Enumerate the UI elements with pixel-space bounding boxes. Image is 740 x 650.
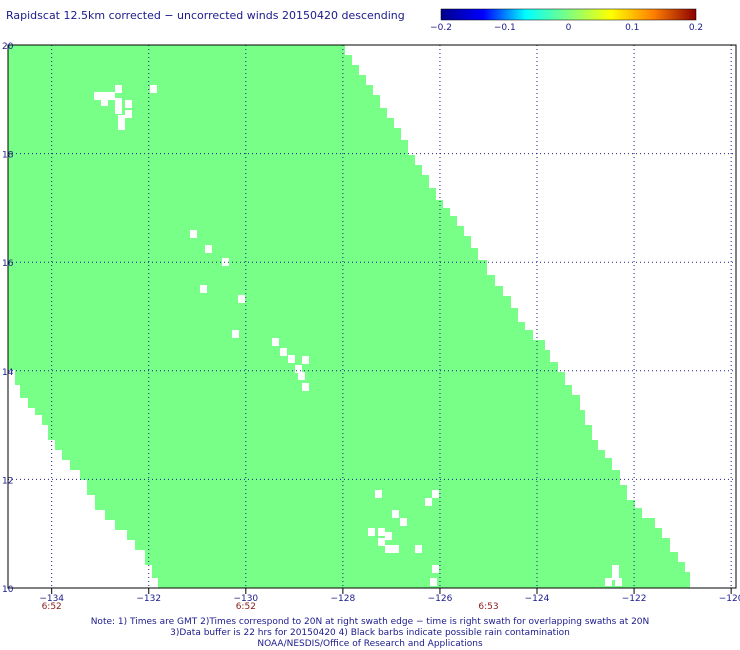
missing-cell [385, 545, 392, 553]
missing-cell [302, 383, 309, 391]
missing-cell [612, 572, 619, 580]
latitude-tick-label: 12 [2, 476, 13, 486]
time-label: 6:52 [236, 602, 256, 612]
longitude-tick-label: −128 [331, 594, 356, 604]
missing-cell [425, 498, 432, 506]
longitude-tick-label: −134 [39, 594, 64, 604]
swath-area [8, 45, 690, 588]
missing-cell [118, 122, 125, 130]
map-title: Rapidscat 12.5km corrected − uncorrected… [6, 9, 405, 22]
missing-cell [101, 92, 108, 100]
longitude-tick-label: −124 [525, 594, 550, 604]
colorbar [440, 8, 697, 21]
colorbar-tick-label: 0.1 [625, 23, 639, 33]
missing-cell [295, 365, 302, 373]
missing-cell [605, 578, 612, 586]
missing-cell [222, 258, 229, 266]
missing-cell [118, 115, 125, 123]
missing-cell [280, 348, 287, 356]
missing-cell [302, 356, 309, 364]
missing-cell [115, 106, 122, 114]
missing-cell [94, 92, 101, 100]
latitude-tick-label: 16 [2, 259, 14, 269]
latitude-tick-label: 10 [2, 585, 14, 595]
colorbar-tick-label: 0.2 [689, 23, 703, 33]
colorbar-tick-label: 0 [566, 23, 572, 33]
latitude-tick-label: 18 [2, 151, 14, 161]
longitude-tick-label: −120 [719, 594, 740, 604]
note-line-3: NOAA/NESDIS/Office of Research and Appli… [257, 639, 483, 649]
missing-cell [288, 355, 295, 363]
missing-cell [432, 490, 439, 498]
missing-cell [205, 245, 212, 253]
longitude-tick-label: −132 [136, 594, 161, 604]
latitude-tick-label: 14 [2, 368, 14, 378]
longitude-tick-label: −122 [622, 594, 647, 604]
longitude-tick-label: −130 [233, 594, 258, 604]
missing-cell [378, 528, 385, 536]
missing-cell [392, 510, 399, 518]
missing-cell [101, 98, 108, 106]
map-frame [7, 44, 737, 589]
time-label: 6:53 [478, 602, 498, 612]
missing-cell [375, 490, 382, 498]
note-line-2: 3)Data buffer is 22 hrs for 20150420 4) … [170, 628, 570, 638]
missing-cell [430, 578, 437, 586]
missing-cell [378, 538, 385, 546]
missing-cell [612, 565, 619, 573]
missing-cell [125, 110, 132, 118]
latitude-tick-label: 20 [2, 42, 14, 52]
missing-cell [368, 528, 375, 536]
missing-cell [392, 545, 399, 553]
missing-cell [400, 518, 407, 526]
time-label: 6:52 [42, 602, 62, 612]
missing-cell [272, 338, 279, 346]
time-labels: 6:52 6:52 6:53 [42, 602, 499, 612]
colorbar-tick-label: −0.2 [430, 23, 452, 33]
longitude-tick-label: −126 [428, 594, 453, 604]
missing-cell [238, 295, 245, 303]
missing-cell [298, 372, 305, 380]
missing-cell [232, 330, 239, 338]
colorbar-tick-label: −0.1 [494, 23, 516, 33]
longitude-ticks: −134 −132 −130 −128 −126 −124 −122 −120 [39, 588, 740, 604]
note-line-1: Note: 1) Times are GMT 2)Times correspon… [90, 617, 650, 627]
missing-cell [190, 230, 197, 238]
latitude-ticks: 10 12 14 16 18 20 [2, 42, 14, 595]
missing-cell [385, 532, 392, 540]
missing-cell [108, 92, 115, 100]
missing-cell [432, 565, 439, 573]
missing-cell [615, 578, 622, 586]
missing-cell [415, 545, 422, 553]
missing-cell [115, 98, 122, 106]
missing-cell [200, 285, 207, 293]
colorbar-ticks: −0.2 −0.1 0 0.1 0.2 [430, 23, 703, 33]
missing-cell [150, 85, 157, 93]
missing-cell [115, 85, 122, 93]
missing-cell [125, 100, 132, 108]
missing-cells [94, 85, 622, 586]
